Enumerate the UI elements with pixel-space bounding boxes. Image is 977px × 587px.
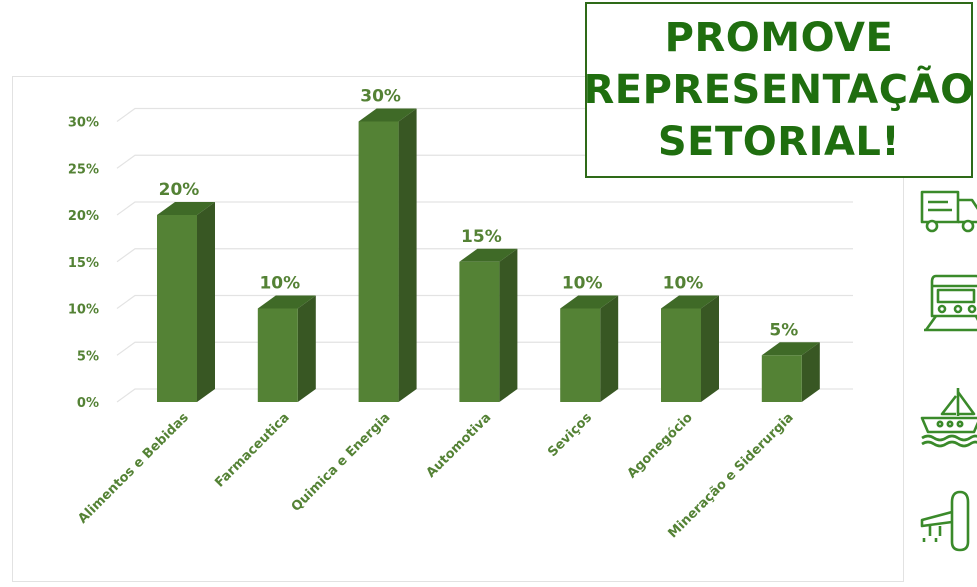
bar-side [600,295,619,402]
bar-side [701,295,719,402]
banner-line-3: SETORIAL! [657,119,901,165]
truck-icon [920,190,977,233]
x-tick-label: Quimica e Energia [289,410,394,515]
data-label: 5% [769,320,798,340]
bar-side [297,295,316,402]
y-tick-label: 15% [68,256,99,271]
bar-side [197,202,215,402]
y-tick-label: 0% [77,396,99,411]
bar-top [358,108,417,122]
data-label: 10% [562,274,603,294]
data-label: 15% [461,227,502,247]
bar [257,308,298,402]
gridline [116,248,853,263]
bar [661,308,701,402]
data-label: 10% [259,274,300,294]
bar [459,261,500,402]
bar-top [761,342,820,356]
y-tick-label: 25% [68,162,99,177]
data-label: 30% [360,87,401,107]
x-tick-label: Seviços [545,410,595,460]
x-tick-label: Automotiva [424,410,495,481]
x-tick-label: Alimentos e Bebidas [75,410,192,527]
data-label: 20% [159,180,200,200]
banner-line-1: PROMOVE [664,15,894,61]
bar [560,308,601,402]
bar-top [560,295,619,309]
bar-chart: 0% 5% 10% 15% 20% 25% 30% 20% Alimentos e Bebida… [68,87,853,541]
ship-icon [920,388,977,448]
bar-side [398,108,417,402]
bar-top [257,295,316,309]
train-icon [924,274,977,332]
sector-banner: PROMOVE REPRESENTAÇÃO SETORIAL! [583,2,975,178]
y-tick-label: 10% [68,303,99,318]
bar-side [499,248,518,402]
y-tick-label: 20% [68,209,99,224]
bar [157,215,197,402]
bar [358,121,399,402]
y-tick-label: 5% [77,349,99,364]
bar-side [801,342,820,402]
bar-top [661,295,719,309]
banner-line-2: REPRESENTAÇÃO [583,67,975,113]
y-tick-label: 30% [68,116,99,131]
gridline [116,201,853,216]
bar-top [459,248,518,262]
x-tick-label: Agonegócio [625,410,696,481]
bar [761,355,802,402]
x-tick-label: Farmaceutica [212,410,292,490]
bar-top [157,202,215,215]
airplane-icon [920,490,970,552]
data-label: 10% [663,274,704,294]
